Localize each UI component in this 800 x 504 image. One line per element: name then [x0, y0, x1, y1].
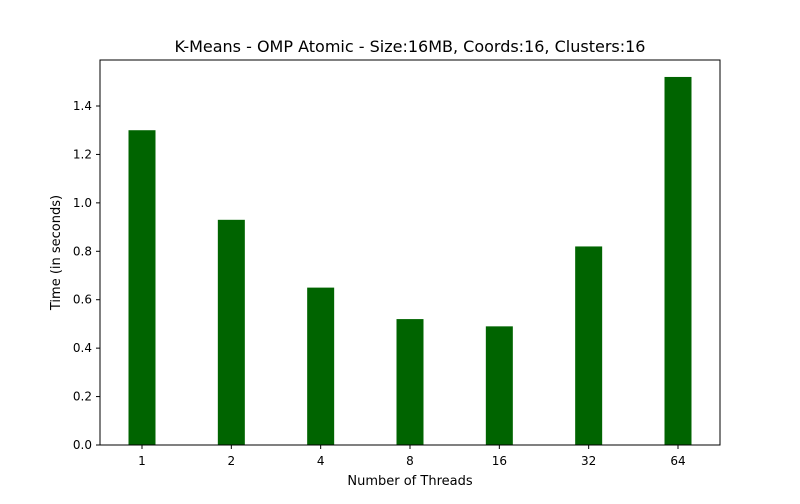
y-tick-label-0.6: 0.6 — [73, 293, 92, 307]
y-tick-label-1.0: 1.0 — [73, 196, 92, 210]
bar-4 — [307, 287, 335, 445]
y-tick-label-0.4: 0.4 — [73, 341, 92, 355]
x-tick-label-2: 2 — [228, 454, 236, 468]
y-tick-label-0.0: 0.0 — [73, 438, 92, 452]
bar-1 — [128, 130, 156, 445]
y-tick-label-1.4: 1.4 — [73, 99, 92, 113]
bar-8 — [396, 319, 424, 445]
x-tick-label-64: 64 — [670, 454, 685, 468]
x-tick-label-4: 4 — [317, 454, 325, 468]
x-tick-label-32: 32 — [581, 454, 596, 468]
bar-32 — [575, 246, 603, 445]
y-tick-label-0.8: 0.8 — [73, 244, 92, 258]
plot-area: 1 2 4 8 16 32 64 0.0 0.2 0.4 0.6 0.8 1.0 1.2 1.4 — [73, 76, 692, 468]
x-tick-label-1: 1 — [138, 454, 146, 468]
y-tick-label-1.2: 1.2 — [73, 147, 92, 161]
bar-2 — [217, 219, 245, 445]
x-tick-label-8: 8 — [406, 454, 414, 468]
bar-16 — [485, 326, 513, 445]
y-tick-label-0.2: 0.2 — [73, 390, 92, 404]
plot-frame — [99, 59, 721, 446]
bar-64 — [664, 76, 692, 445]
x-tick-label-16: 16 — [492, 454, 507, 468]
x-axis-label: Number of Threads — [347, 474, 472, 489]
y-axis-label: Time (in seconds) — [49, 195, 64, 311]
chart-title: K-Means - OMP Atomic - Size:16MB, Coords… — [175, 37, 646, 56]
